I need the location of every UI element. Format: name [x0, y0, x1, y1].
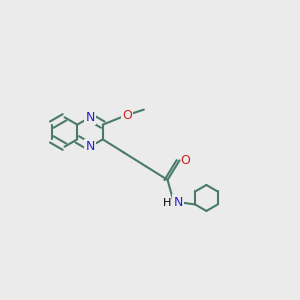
Text: N: N [85, 111, 95, 124]
Text: O: O [180, 154, 190, 167]
Text: H: H [163, 198, 171, 208]
Text: O: O [122, 109, 132, 122]
Text: N: N [174, 196, 183, 208]
Text: N: N [85, 140, 95, 153]
